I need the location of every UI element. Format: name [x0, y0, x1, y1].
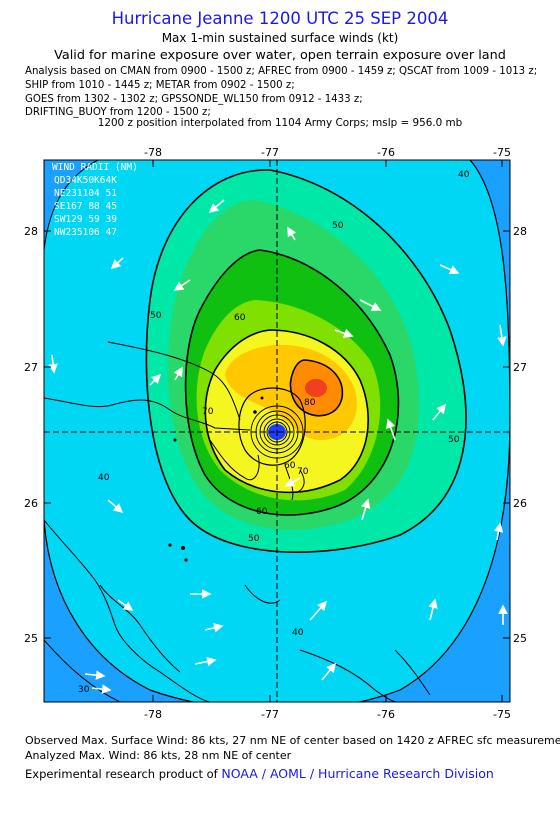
abaco-coast [107, 341, 241, 421]
lat-tick-label: 28 [513, 225, 527, 238]
lon-tick-label: -78 [144, 708, 162, 721]
lat-tick-label: 26 [24, 497, 38, 510]
contour-inner [238, 387, 306, 466]
contour-40 [44, 160, 510, 702]
map-title: Hurricane Jeanne 1200 UTC 25 SEP 2004 [111, 9, 449, 28]
wind-radii-row: NW235106 47 [54, 227, 117, 238]
lat-tick-label: 27 [24, 361, 38, 374]
analyzed-max-wind: Analyzed Max. Wind: 86 kts, 28 nm NE of … [25, 749, 292, 762]
contour-label: 40 [458, 170, 470, 180]
contour-30 [44, 639, 121, 702]
wind-radii-title: WIND RADII (NM) [52, 162, 138, 173]
contour-80 [289, 359, 344, 417]
lon-tick-label: -76 [377, 708, 395, 721]
hrd-link[interactable]: NOAA / AOML / Hurricane Research Divisio… [221, 766, 494, 781]
contour-label: 40 [98, 473, 110, 483]
contour-label: 30 [78, 685, 90, 695]
contour-60 [184, 249, 400, 516]
wind-field-map: 30 40 40 40 50 50 50 50 60 60 70 70 80 6… [24, 146, 527, 721]
contour-70 [204, 329, 369, 494]
contour-label: 70 [297, 467, 309, 477]
contour-label: 60 [256, 507, 268, 517]
plot-frame [43, 159, 511, 703]
contour-label: 40 [292, 628, 304, 638]
lon-tick-label: -76 [377, 146, 395, 159]
analysis-line-2: SHIP from 1010 - 1445 z; METAR from 0902… [25, 80, 295, 91]
contour-label: 70 [202, 407, 214, 417]
position-note: 1200 z position interpolated from 1104 A… [97, 117, 463, 129]
observed-max-wind: Observed Max. Surface Wind: 86 kts, 27 n… [25, 734, 560, 747]
lon-tick-label: -77 [261, 146, 279, 159]
island-coast [394, 649, 431, 696]
wind-band-85 [305, 379, 327, 397]
contour-labels: 30 40 40 40 50 50 50 50 60 60 70 70 80 6… [78, 170, 470, 695]
island-coast [289, 469, 305, 494]
lat-tick-label: 27 [513, 361, 527, 374]
lat-tick-label: 25 [513, 632, 527, 645]
lat-tick-label: 28 [24, 225, 38, 238]
andros-coast [99, 584, 181, 673]
contour-label: 60 [284, 461, 296, 471]
wind-radii-row: SW129 59 39 [54, 214, 117, 225]
analysis-line-4: DRIFTING_BUOY from 1200 - 1500 z; [25, 107, 211, 118]
contour-label: 50 [332, 221, 344, 231]
contour-50 [145, 169, 467, 554]
wind-radii-row: SE167 88 45 [54, 201, 117, 212]
eleuthera-coast [299, 649, 399, 702]
wind-vectors [48, 199, 508, 694]
analysis-line-1: Analysis based on CMAN from 0900 - 1500 … [25, 66, 538, 77]
map-subtitle: Max 1-min sustained surface winds (kt) [161, 31, 399, 45]
lon-tick-label: -77 [261, 708, 279, 721]
island-coast [209, 439, 260, 481]
contour-label: 50 [448, 435, 460, 445]
lat-tick-label: 25 [24, 632, 38, 645]
analysis-line-3: GOES from 1302 - 1302 z; GPSSONDE_WL150 … [25, 94, 363, 105]
lon-tick-label: -75 [493, 146, 511, 159]
contour-label: 80 [304, 398, 316, 408]
small-islands [168, 396, 264, 562]
credit-prefix: Experimental research product of [25, 767, 222, 781]
lon-tick-label: -75 [493, 708, 511, 721]
contour-label: 50 [150, 311, 162, 321]
lon-tick-label: -78 [144, 146, 162, 159]
lat-tick-label: 26 [513, 497, 527, 510]
contour-30 [44, 160, 99, 251]
andros-coast [44, 519, 211, 702]
axis-labels: -78 -77 -76 -75 -78 -77 -76 -75 28 27 26… [24, 146, 527, 721]
axis-ticks [44, 160, 510, 702]
contour-label: 50 [248, 534, 260, 544]
grand-bahama-coast [44, 397, 251, 431]
validity-note: Valid for marine exposure over water, op… [54, 48, 506, 63]
wind-radii-header: QD34K50K64K [54, 175, 117, 186]
wind-radii-table: WIND RADII (NM) QD34K50K64K NE231104 51 … [52, 162, 138, 238]
contour-label: 60 [234, 313, 246, 323]
wind-radii-row: NE231104 51 [54, 188, 117, 199]
center-crosshair [44, 160, 510, 702]
credit-line: Experimental research product of NOAA / … [25, 766, 494, 781]
